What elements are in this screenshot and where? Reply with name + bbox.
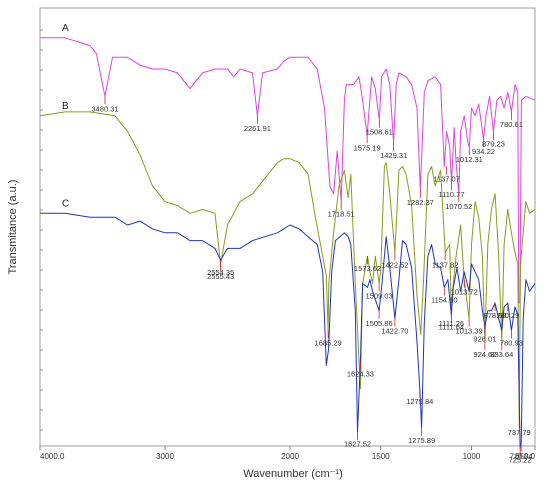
peak-label: 878.68 xyxy=(484,311,507,320)
peak-label: 1013.72 xyxy=(451,288,478,297)
peak-label: 1718.51 xyxy=(328,210,355,219)
series-tag-c: C xyxy=(62,198,69,209)
peak-label: 780.29 xyxy=(496,311,519,320)
peak-label: 1627.52 xyxy=(344,440,371,449)
x-tick-label: 650.0 xyxy=(515,452,536,461)
x-tick-label: 4000.0 xyxy=(40,452,65,461)
peak-label: 833.64 xyxy=(490,350,513,359)
series-tag-a: A xyxy=(62,23,69,34)
peak-label: 3480.31 xyxy=(91,104,118,113)
peak-label: 1509.03 xyxy=(366,292,393,301)
peak-label: 1154.60 xyxy=(431,295,458,304)
series-line-b xyxy=(39,111,536,421)
peak-label: 1111.64 xyxy=(439,323,464,332)
peak-label: 729.94 xyxy=(510,451,533,460)
series-tag-b: B xyxy=(62,101,69,112)
series-layer xyxy=(39,37,536,448)
peak-label: 1508.61 xyxy=(366,128,393,137)
peak-label: 1110.77 xyxy=(439,190,465,199)
x-axis-ticks: 4000.0 3000 2000 1500 1000 650.0 xyxy=(39,446,536,461)
peak-label: 1505.86 xyxy=(366,319,393,328)
peak-label: 1685.29 xyxy=(315,338,342,347)
x-tick-label: 1500 xyxy=(372,452,390,461)
series-tag-layer: A B C xyxy=(62,23,69,210)
peak-label: 1573.62 xyxy=(354,264,381,273)
peak-label: 1137.82 xyxy=(432,260,459,269)
peak-label: 924.62 xyxy=(473,350,496,359)
series-line-a xyxy=(40,37,536,304)
peak-label: 1422.70 xyxy=(381,327,408,336)
peak-label: 926.01 xyxy=(473,334,496,343)
peak-label: 1070.52 xyxy=(445,202,472,211)
peak-label: 1137.07 xyxy=(433,175,460,184)
peak-label: 1013.39 xyxy=(456,327,483,336)
x-tick-label: 3000 xyxy=(156,452,174,461)
peak-label: 879.23 xyxy=(482,139,505,148)
peak-label: 780.61 xyxy=(500,120,523,129)
peak-label: 1422.52 xyxy=(381,260,408,269)
peak-label: 1012.31 xyxy=(456,155,483,164)
peak-label: 1275.89 xyxy=(408,436,435,445)
x-tick-label: 2000 xyxy=(281,452,299,461)
y-axis-label: Transmitance (a.u.) xyxy=(7,180,19,275)
plot-frame xyxy=(39,7,536,447)
x-axis-label: Wavenumber (cm⁻¹) xyxy=(243,468,343,480)
x-tick-label: 1000 xyxy=(463,452,481,461)
peak-label: 780.93 xyxy=(500,338,523,347)
peak-label: 2261.91 xyxy=(244,124,271,133)
peak-label: 725.22 xyxy=(509,455,532,464)
peak-label: 1279.84 xyxy=(406,397,433,406)
peak-label: 2554.35 xyxy=(207,268,234,277)
peak-label: 934.22 xyxy=(472,147,495,156)
peak-label: 2555.43 xyxy=(207,272,234,281)
y-axis-ticks xyxy=(40,29,43,431)
annotation-layer: 3480.31 2261.91 1718.51 1575.19 1508.61 1429.… xyxy=(91,96,533,464)
peak-label: 1282.37 xyxy=(407,198,434,207)
peak-label: 1624.33 xyxy=(347,370,374,379)
peak-label: 1575.19 xyxy=(354,143,381,152)
peak-label: 737.79 xyxy=(508,428,531,437)
peak-label: 1429.31 xyxy=(380,151,407,160)
peak-label: 1111.26 xyxy=(439,319,464,328)
